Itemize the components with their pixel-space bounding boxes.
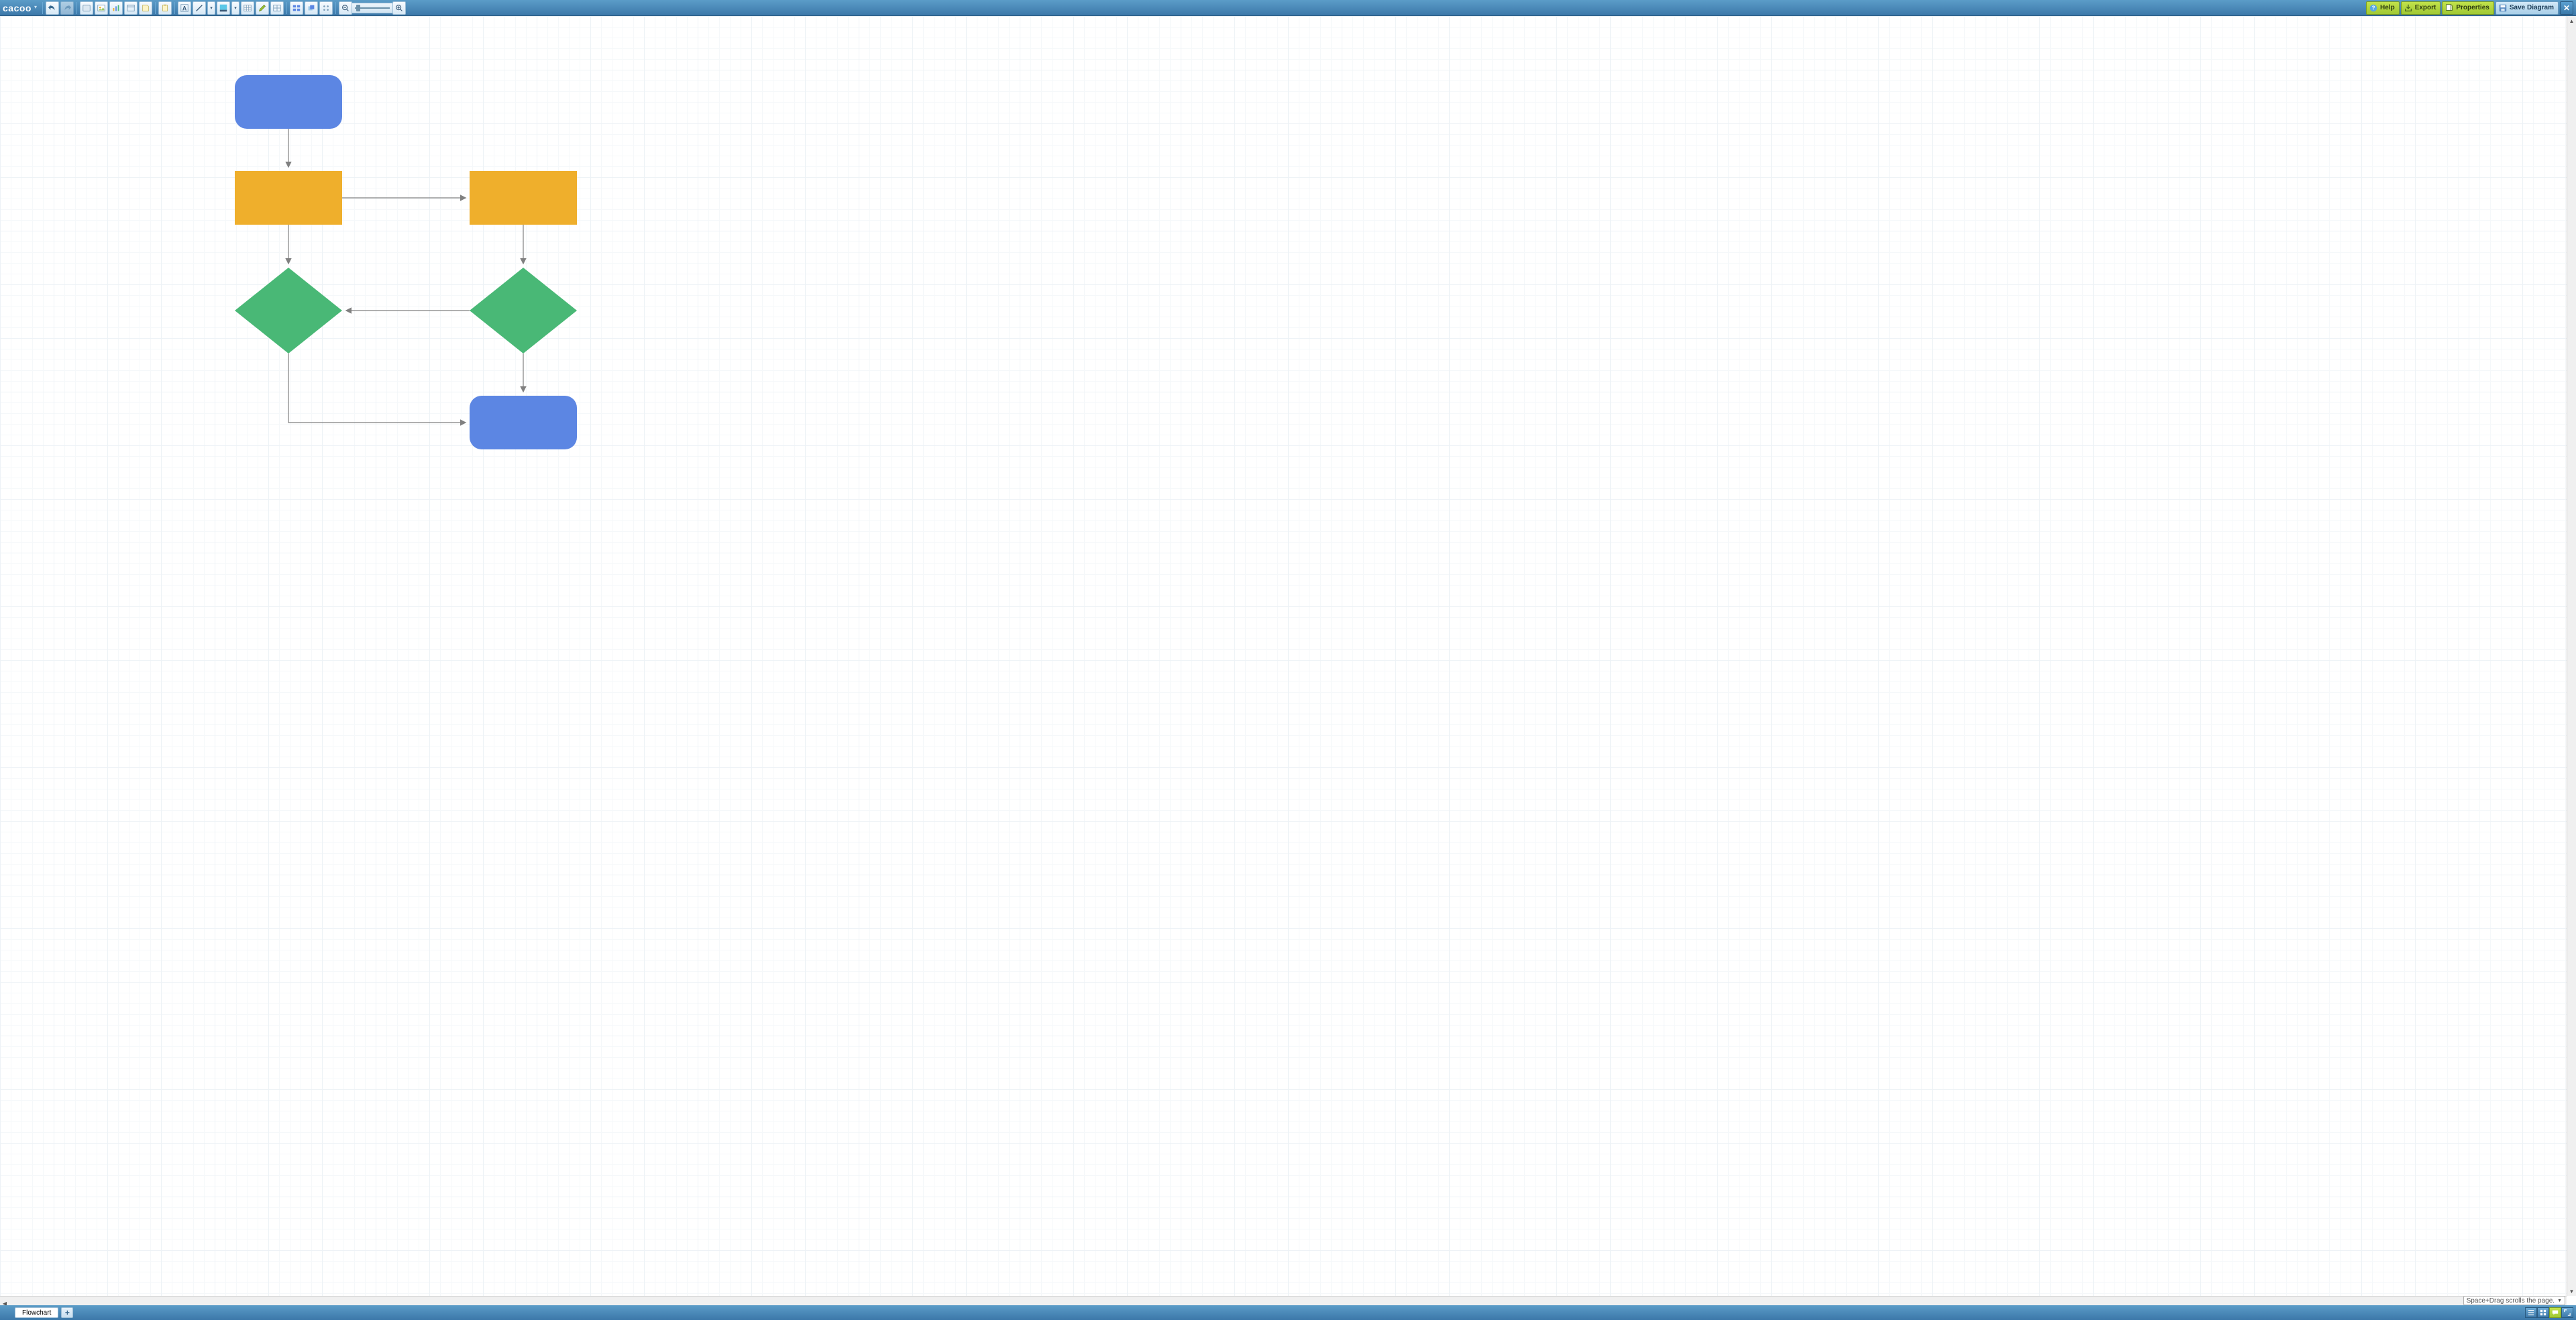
shape-rect-button[interactable] [80, 1, 93, 15]
logo-caret-icon[interactable]: ▾ [34, 4, 37, 10]
save-diagram-button[interactable]: Save Diagram [2496, 1, 2559, 15]
edges-layer [0, 16, 2567, 1296]
table-tool-button[interactable] [241, 1, 254, 15]
undo-button[interactable] [46, 1, 59, 15]
zoom-out-button[interactable] [339, 1, 352, 15]
zoom-control[interactable] [339, 1, 406, 15]
add-sheet-button[interactable]: + [61, 1307, 73, 1318]
fill-color-button[interactable] [217, 1, 230, 15]
view-grid-button[interactable] [2537, 1307, 2549, 1318]
shape-image-button[interactable] [95, 1, 108, 15]
export-icon [2404, 3, 2413, 13]
svg-text:?: ? [2372, 5, 2375, 11]
shape-note-button[interactable] [139, 1, 152, 15]
arrange-tool-button[interactable] [305, 1, 318, 15]
shape-container-button[interactable] [124, 1, 138, 15]
zoom-in-button[interactable] [392, 1, 406, 15]
scroll-down-icon[interactable]: ▼ [2567, 1286, 2576, 1296]
help-button[interactable]: ? Help [2366, 1, 2400, 15]
properties-label: Properties [2456, 4, 2489, 11]
clipboard-button[interactable] [158, 1, 172, 15]
svg-text:A: A [182, 5, 187, 11]
bottom-tabbar: Flowchart + [0, 1305, 2576, 1320]
flow-node-p1[interactable] [235, 171, 342, 225]
toolbar-separator [155, 2, 156, 14]
flow-edge[interactable] [288, 353, 465, 423]
zoom-slider-handle[interactable] [356, 5, 360, 11]
vertical-scrollbar[interactable]: ▲ ▼ [2567, 16, 2576, 1296]
export-button[interactable]: Export [2401, 1, 2441, 15]
hint-dropdown-icon[interactable]: ▼ [2557, 1299, 2562, 1303]
toolbar-separator [174, 2, 175, 14]
flow-node-end[interactable] [470, 396, 577, 449]
line-tool-dropdown[interactable]: ▾ [207, 1, 215, 15]
text-tool-button[interactable]: A [178, 1, 191, 15]
flow-node-p2[interactable] [470, 171, 577, 225]
help-icon: ? [2369, 3, 2378, 13]
view-chat-button[interactable] [2549, 1307, 2561, 1318]
line-tool-button[interactable] [193, 1, 206, 15]
toolbar-separator [335, 2, 336, 14]
view-list-button[interactable] [2525, 1307, 2537, 1318]
save-label: Save Diagram [2510, 4, 2554, 11]
zoom-slider[interactable] [352, 3, 392, 13]
workspace: ▲ ▼ ◀ ▶ Space+Drag scrolls the page. ▼ [0, 16, 2576, 1305]
toolbar-separator [76, 2, 77, 14]
pencil-tool-button[interactable] [256, 1, 269, 15]
grid-tool-button[interactable] [270, 1, 284, 15]
scroll-up-icon[interactable]: ▲ [2567, 16, 2576, 25]
view-expand-button[interactable] [2561, 1307, 2573, 1318]
save-icon [2498, 3, 2508, 13]
flow-node-start[interactable] [235, 75, 342, 129]
close-button[interactable]: ✕ [2560, 1, 2573, 15]
help-label: Help [2380, 4, 2395, 11]
top-toolbar: cacoo ▾ A ▾ ▾ ? Help Export Prop [0, 0, 2576, 16]
close-icon: ✕ [2563, 3, 2570, 13]
canvas[interactable] [0, 16, 2567, 1296]
sheet-tab[interactable]: Flowchart [15, 1307, 58, 1318]
properties-icon [2445, 3, 2454, 13]
settings-tool-button[interactable] [319, 1, 333, 15]
fill-color-dropdown[interactable]: ▾ [231, 1, 239, 15]
redo-button[interactable] [60, 1, 74, 15]
horizontal-scrollbar[interactable]: ◀ ▶ [0, 1296, 2567, 1305]
align-tool-button[interactable] [290, 1, 303, 15]
plus-icon: + [65, 1308, 70, 1317]
canvas-hint-text: Space+Drag scrolls the page. [2467, 1297, 2555, 1305]
sheet-tab-label: Flowchart [22, 1309, 51, 1317]
properties-button[interactable]: Properties [2442, 1, 2493, 15]
canvas-hint[interactable]: Space+Drag scrolls the page. ▼ [2463, 1296, 2565, 1305]
toolbar-separator [286, 2, 287, 14]
app-logo: cacoo [3, 3, 32, 13]
toolbar-right-group: ? Help Export Properties Save Diagram ✕ [2366, 1, 2573, 15]
shape-chart-button[interactable] [109, 1, 123, 15]
export-label: Export [2415, 4, 2436, 11]
toolbar-separator [42, 2, 43, 14]
